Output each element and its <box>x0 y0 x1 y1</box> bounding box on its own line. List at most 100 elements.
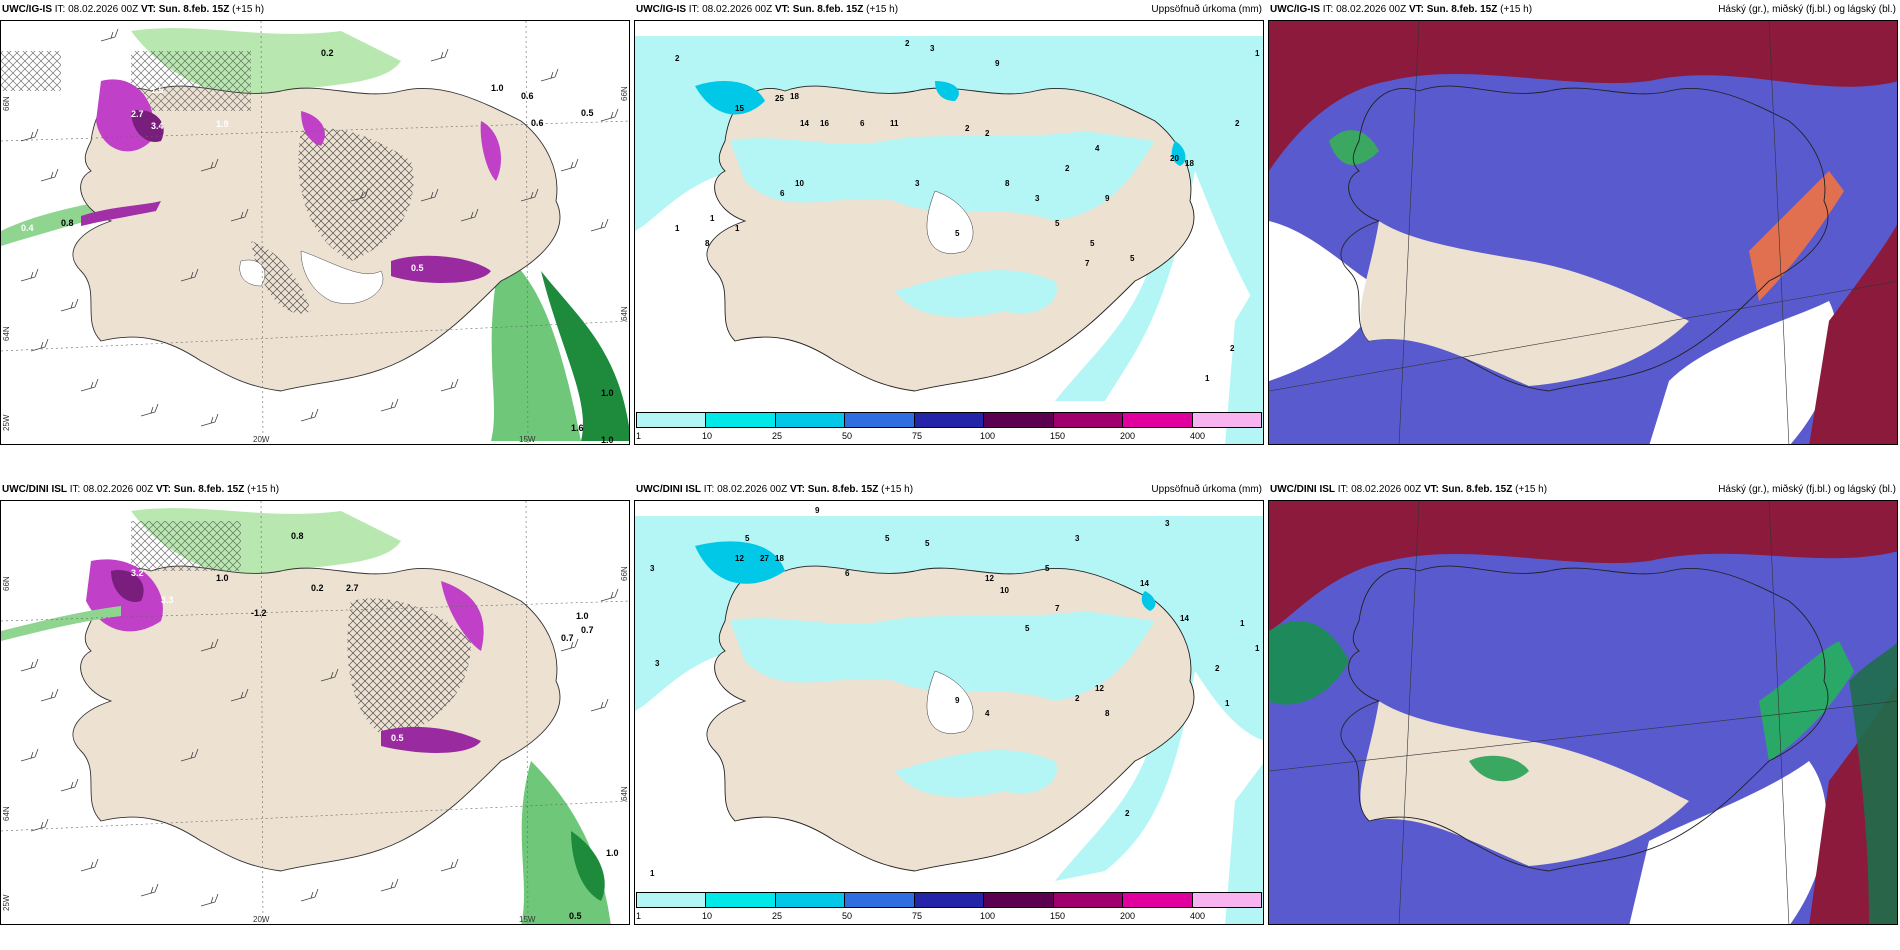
lat-label: 66N <box>620 86 629 101</box>
precip-value: 4 <box>1095 144 1100 153</box>
map-accum-precip: 2 3 9 2 6 2 15 25 18 14 16 10 6 11 2 3 8… <box>634 20 1264 445</box>
wind-value: 0.7 <box>561 633 574 643</box>
panel-ig-wind: UWC/IG-IS IT: 08.02.2026 00Z VT: Sun. 8.… <box>0 0 630 445</box>
wind-value: 0.5 <box>569 911 582 921</box>
precip-color-scale <box>636 412 1262 428</box>
wind-value: 0.8 <box>61 218 74 228</box>
lat-label: 64N <box>620 306 629 321</box>
scale-swatch <box>984 893 1054 907</box>
init-time: IT: 08.02.2026 00Z <box>69 484 154 495</box>
panel-field-title: Háský (gr.), miðský (fj.bl.) og lágský (… <box>1718 4 1896 15</box>
wind-value: 0.7 <box>581 625 594 635</box>
lead-time: (+15 h) <box>1515 484 1548 495</box>
lat-label: 64N <box>620 786 629 801</box>
wind-value: 1.0 <box>216 573 229 583</box>
precip-value: 2 <box>1075 694 1080 703</box>
precip-value: 11 <box>890 119 899 128</box>
precip-value: 2 <box>1235 119 1240 128</box>
scale-tick: 75 <box>912 431 923 441</box>
scale-tick: 25 <box>772 911 783 921</box>
wind-value: 0.2 <box>321 48 334 58</box>
init-time: IT: 08.02.2026 00Z <box>54 4 139 15</box>
vt-label: VT: <box>140 4 156 15</box>
scale-swatch <box>1192 413 1261 427</box>
precip-value: 7 <box>1055 604 1060 613</box>
wind-value: 3.2 <box>131 568 144 578</box>
precip-value: 2 <box>1215 664 1220 673</box>
model-name: UWC/IG-IS <box>2 4 52 15</box>
wind-value: 2.7 <box>346 583 359 593</box>
precip-value: 1 <box>735 224 740 233</box>
scale-swatch <box>637 893 707 907</box>
precip-value: 1 <box>675 224 680 233</box>
wind-value: 1.0 <box>601 435 614 445</box>
precip-value: 12 <box>1095 684 1104 693</box>
wind-value: 0.2 <box>311 583 324 593</box>
panel-header: UWC/IG-IS IT: 08.02.2026 00Z VT: Sun. 8.… <box>2 4 264 15</box>
precip-value: 20 <box>1170 154 1179 163</box>
precip-value: 5 <box>1055 219 1060 228</box>
precip-value: 6 <box>845 569 850 578</box>
wind-value: 1.0 <box>606 848 619 858</box>
wind-value: 0.5 <box>411 263 424 273</box>
scale-tick: 400 <box>1190 911 1206 921</box>
panel-header: UWC/IG-IS IT: 08.02.2026 00Z VT: Sun. 8.… <box>1270 4 1532 15</box>
wind-value: 1.0 <box>491 83 504 93</box>
wind-value: 0.8 <box>291 531 304 541</box>
valid-time: Sun. 8.feb. 15Z <box>792 4 864 15</box>
scale-swatch <box>775 893 846 907</box>
scale-tick: 50 <box>842 431 853 441</box>
precip-value: 14 <box>800 119 809 128</box>
scale-swatch <box>914 413 985 427</box>
precip-value: 3 <box>655 659 660 668</box>
precip-value: 1 <box>710 214 715 223</box>
init-time: IT: 08.02.2026 00Z <box>1322 4 1407 15</box>
lat-label: 64N <box>2 326 11 341</box>
init-time: IT: 08.02.2026 00Z <box>703 484 788 495</box>
precip-value: 4 <box>985 709 990 718</box>
model-name: UWC/DINI ISL <box>636 484 701 495</box>
scale-tick: 200 <box>1120 911 1136 921</box>
scale-swatch <box>845 413 915 427</box>
scale-swatch <box>637 413 707 427</box>
map-clouds <box>1268 500 1898 925</box>
lead-time: (+15 h) <box>232 4 265 15</box>
precip-value: 1 <box>1240 619 1245 628</box>
panel-header: UWC/DINI ISL IT: 08.02.2026 00Z VT: Sun.… <box>2 484 279 495</box>
lead-time: (+15 h) <box>866 4 899 15</box>
model-name: UWC/IG-IS <box>1270 4 1320 15</box>
scale-tick: 100 <box>980 431 996 441</box>
precip-color-scale <box>636 892 1262 908</box>
precip-value: 2 <box>675 54 680 63</box>
precip-value: 1 <box>1225 699 1230 708</box>
scale-swatch <box>706 893 776 907</box>
precip-value: 2 <box>1065 164 1070 173</box>
precip-value: 1 <box>1255 644 1260 653</box>
panel-ig-precip: UWC/IG-IS IT: 08.02.2026 00Z VT: Sun. 8.… <box>634 0 1264 445</box>
precip-value: 9 <box>1105 194 1110 203</box>
lat-label: 66N <box>620 566 629 581</box>
precip-value: 6 <box>860 119 865 128</box>
scale-swatch <box>1123 413 1193 427</box>
precip-value: 15 <box>735 104 744 113</box>
lon-label: 15W <box>519 435 536 444</box>
precip-value: 2 <box>1230 344 1235 353</box>
scale-swatch <box>1192 893 1261 907</box>
precip-value: 3 <box>1165 519 1170 528</box>
panel-ig-clouds: UWC/IG-IS IT: 08.02.2026 00Z VT: Sun. 8.… <box>1268 0 1898 445</box>
wind-value: 0.5 <box>391 733 404 743</box>
precip-value: 5 <box>1025 624 1030 633</box>
lat-label: 64N <box>2 806 11 821</box>
precip-value: 1 <box>1255 49 1260 58</box>
valid-time: Sun. 8.feb. 15Z <box>158 4 230 15</box>
wind-value: 3.3 <box>161 595 174 605</box>
precip-value: 3 <box>930 44 935 53</box>
wind-value: 1.5 <box>151 85 164 95</box>
scale-tick: 100 <box>980 911 996 921</box>
wind-value: 0.5 <box>581 108 594 118</box>
scale-tick: 1 <box>636 911 642 921</box>
wind-value: 0.6 <box>531 118 544 128</box>
lead-time: (+15 h) <box>247 484 280 495</box>
precip-value: 9 <box>815 506 820 515</box>
precip-value: 25 <box>775 94 784 103</box>
